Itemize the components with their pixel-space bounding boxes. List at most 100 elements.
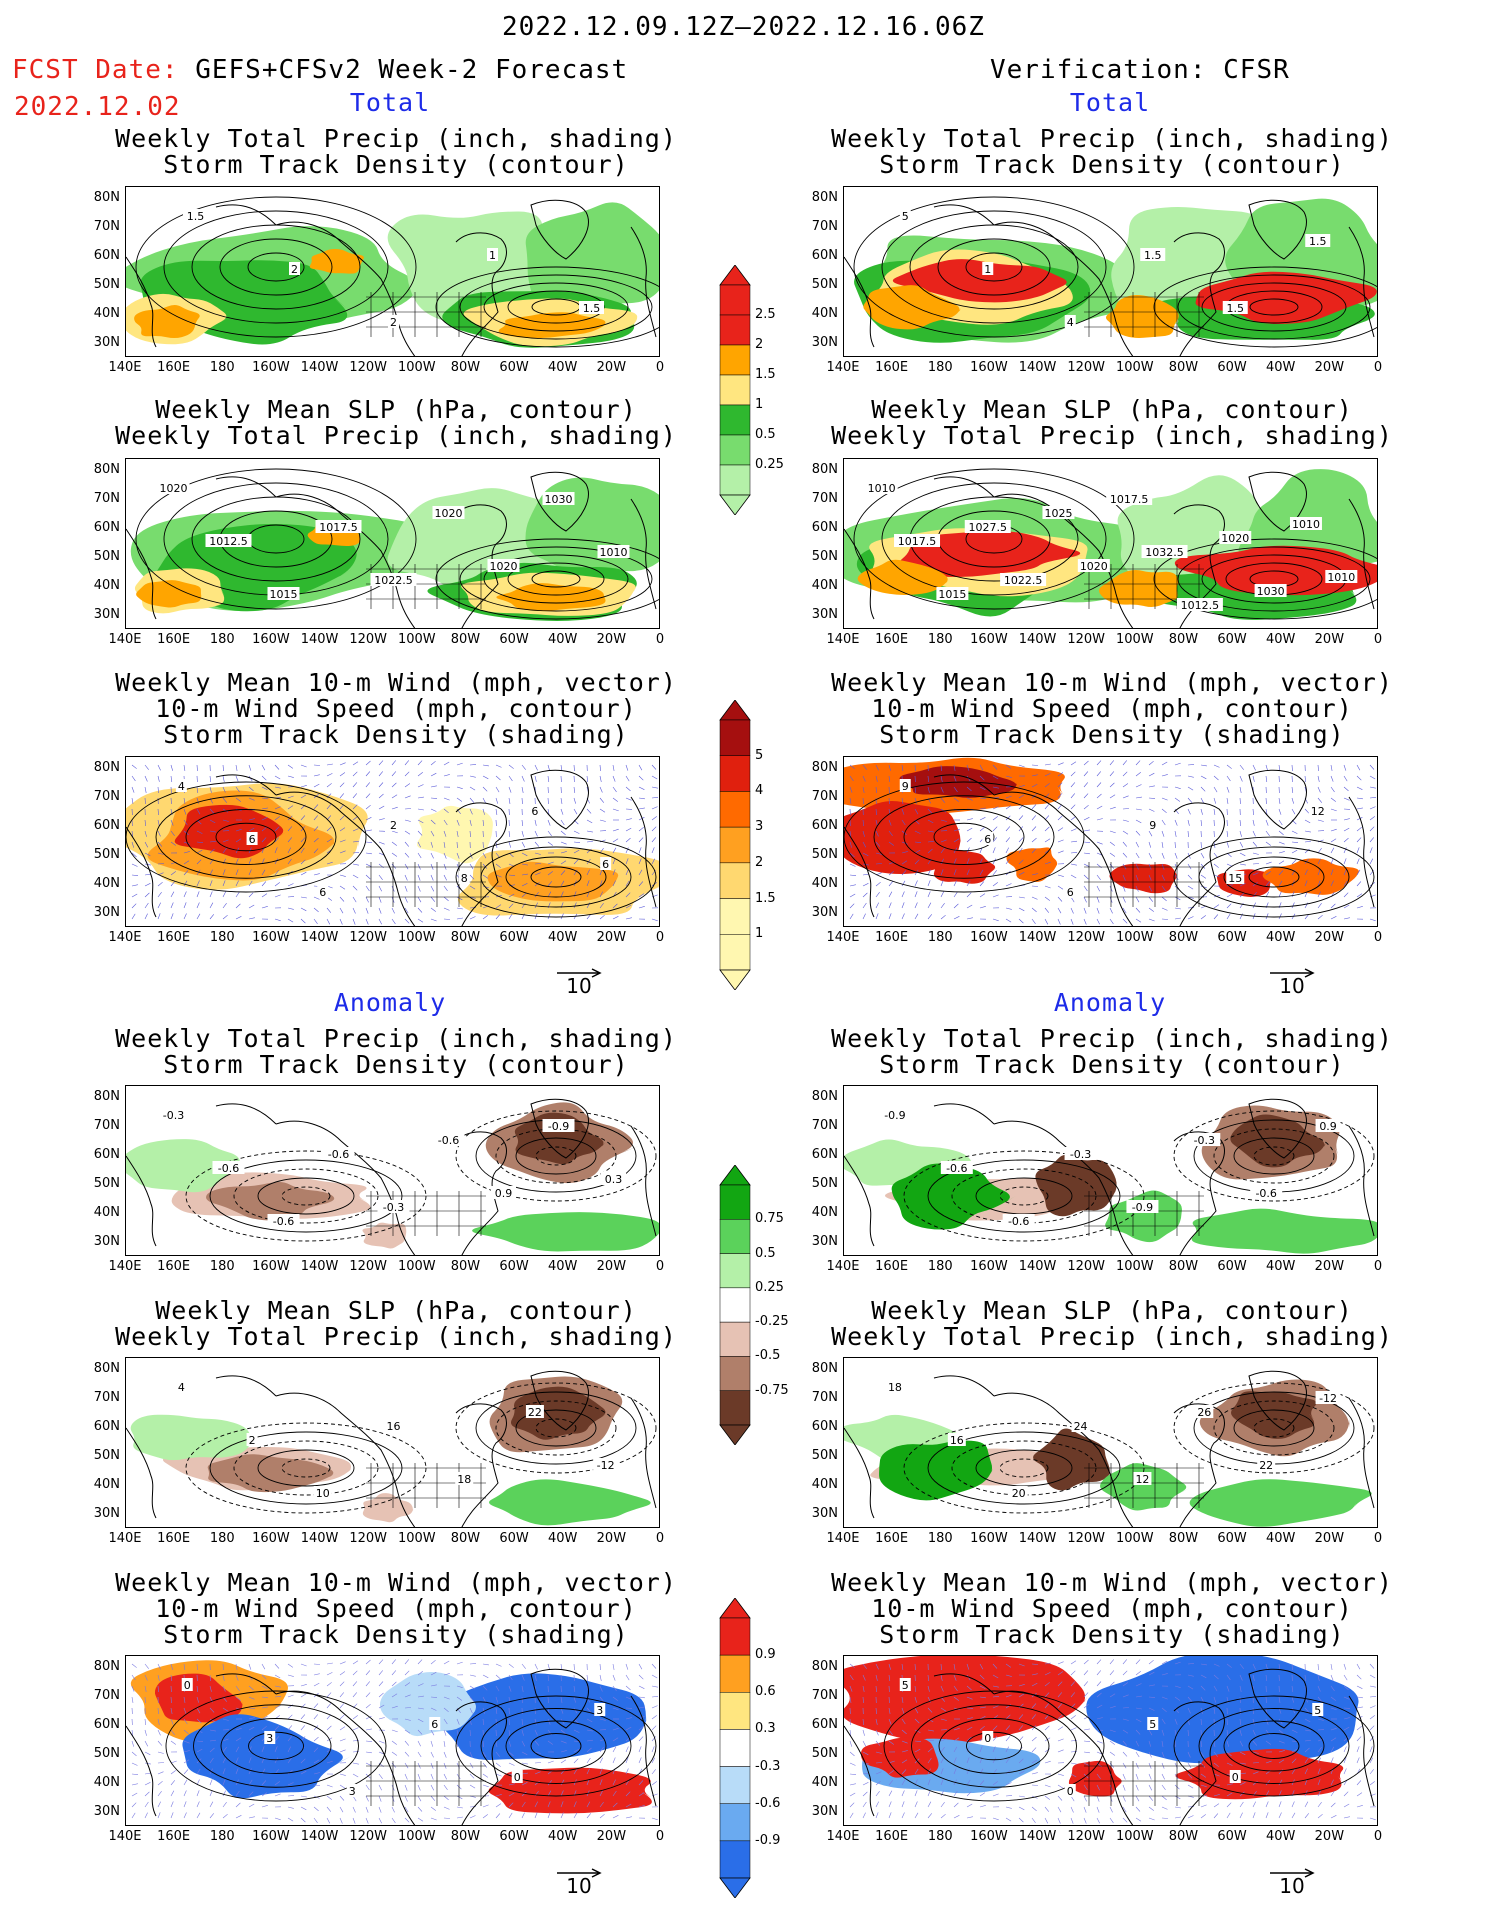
contour-label: 1.5	[1309, 235, 1327, 248]
lon-tick-label: 160W	[252, 1829, 290, 1844]
contour-label-bg	[205, 534, 252, 547]
map-canvas: 4 2 10 16 18 22 -12	[126, 1370, 658, 1527]
lon-tick-label: 0	[655, 1531, 665, 1546]
storm-area	[1109, 863, 1178, 894]
state-boundaries	[1084, 1463, 1204, 1508]
lat-tick-label: 50N	[811, 847, 838, 862]
contour-label-bg	[487, 559, 520, 572]
vector-ref-total-left: 10	[555, 964, 605, 998]
lat-tick-label: 50N	[811, 1746, 838, 1761]
lon-tick-label: 40W	[1266, 632, 1296, 647]
contour-label-group: 4 2 10 16 18 22 -12	[175, 1380, 619, 1500]
lon-tick-label: 140E	[826, 632, 860, 647]
contour-label-bg	[370, 573, 417, 586]
contour-label: 1015	[270, 588, 298, 601]
lat-tick-label: 40N	[811, 1205, 838, 1220]
lat-tick-label: 50N	[93, 1176, 120, 1191]
contour-label: 5	[902, 210, 909, 223]
lon-tick-label: 20W	[1314, 1531, 1345, 1546]
lon-tick-label: 20W	[596, 632, 627, 647]
contour-label: 1010	[600, 546, 628, 559]
contour-label-bg	[388, 818, 399, 831]
lon-tick-label: 160E	[875, 632, 909, 647]
lat-tick-label: 40N	[93, 1477, 120, 1492]
lat-tick-label: 40N	[811, 1477, 838, 1492]
lat-tick-label: 70N	[811, 1390, 838, 1405]
colorbar-end-bottom	[719, 1424, 751, 1445]
lon-tick-label: 40W	[548, 632, 578, 647]
lon-tick-label: 60W	[1217, 360, 1247, 375]
title-wind-storm-right: Weekly Mean 10-m Wind (mph, vector) 10-m…	[831, 668, 1393, 749]
europe-coast	[1348, 498, 1375, 610]
colorbar-segment	[719, 1692, 751, 1730]
colorbar-segment	[719, 826, 751, 864]
lon-tick-label: 0	[655, 1829, 665, 1844]
lat-tick-label: 40N	[93, 876, 120, 891]
greenland	[1248, 471, 1307, 532]
colorbar-label: -0.3	[755, 1758, 781, 1774]
lon-tick-label: 60W	[499, 1531, 529, 1546]
precip-area	[892, 259, 1072, 303]
contour-label: -0.3	[1194, 1134, 1215, 1147]
colorbar-segment	[719, 1356, 751, 1391]
lat-tick-label: 70N	[811, 1688, 838, 1703]
contour-label: 18	[457, 1473, 471, 1486]
title-slp-precip-anom-right: Weekly Mean SLP (hPa, contour) Weekly To…	[831, 1296, 1393, 1351]
colorbar-end-bottom	[719, 969, 751, 990]
colorbar-segment	[719, 1729, 751, 1767]
storm-anom-pos	[1175, 1748, 1344, 1800]
contour-label: 1030	[1257, 585, 1285, 598]
lon-tick-label: 0	[1373, 1829, 1383, 1844]
greenland	[530, 471, 589, 532]
lon-tick-label: 60W	[1217, 1259, 1247, 1274]
contour-label-bg	[377, 1200, 410, 1213]
lat-tick-label: 40N	[93, 1775, 120, 1790]
contour-label-bg	[899, 779, 911, 792]
state-boundaries	[1084, 862, 1204, 907]
lon-tick-label: 140E	[826, 360, 860, 375]
lat-tick-label: 70N	[811, 789, 838, 804]
contour-label: 1012.5	[1181, 599, 1220, 612]
contour-label-bg	[1042, 506, 1075, 519]
contour-label: 12	[1135, 1473, 1149, 1486]
contour-label-bg	[601, 1172, 626, 1185]
vector-arrow-icon	[557, 968, 602, 978]
contour-label-bg	[432, 506, 465, 519]
lon-tick-label: 160W	[970, 1829, 1008, 1844]
storm-area	[1006, 847, 1059, 882]
contour-label: 2	[390, 316, 397, 329]
contour-label-bg	[1140, 248, 1166, 261]
contour-label-bg	[1106, 492, 1153, 505]
title-wind-storm-left: Weekly Mean 10-m Wind (mph, vector) 10-m…	[115, 668, 677, 749]
lon-tick-label: 80W	[1168, 1829, 1199, 1844]
lon-tick-label: 80W	[450, 360, 481, 375]
lon-tick-label: 0	[1373, 930, 1383, 945]
contour-label: -0.9	[884, 1109, 905, 1122]
lat-tick-label: 30N	[811, 1234, 838, 1249]
lat-tick-label: 80N	[811, 1361, 838, 1376]
lat-tick-label: 30N	[811, 1506, 838, 1521]
lon-tick-label: 160W	[970, 360, 1008, 375]
contour-label-bg	[384, 1419, 403, 1432]
alaska-coast	[215, 1103, 277, 1125]
lon-tick-label: 120W	[349, 632, 387, 647]
lat-tick-label: 80N	[93, 760, 120, 775]
lat-tick-label: 80N	[811, 1089, 838, 1104]
lon-tick-label: 40W	[1266, 930, 1296, 945]
contour-label-bg	[313, 1486, 332, 1499]
lon-tick-label: 180	[209, 1259, 235, 1274]
wind-vectors	[131, 1659, 659, 1824]
contour-label: 6	[602, 858, 609, 871]
title-slp-precip-anom-left: Weekly Mean SLP (hPa, contour) Weekly To…	[115, 1296, 677, 1351]
contour-label: 1020	[160, 482, 188, 495]
greenland	[530, 1098, 589, 1159]
anom-pos-area	[130, 1414, 253, 1461]
na-east-coast	[455, 1701, 507, 1825]
contour-label-bg	[267, 587, 300, 600]
colorbar-label: -0.6	[755, 1795, 781, 1811]
contour-label-bg	[894, 534, 941, 547]
contour-label: 0.9	[495, 1187, 513, 1200]
colorbar-segment	[719, 1390, 751, 1426]
lon-tick-label: 40W	[1266, 1259, 1296, 1274]
contour-label-bg	[1250, 1186, 1283, 1199]
